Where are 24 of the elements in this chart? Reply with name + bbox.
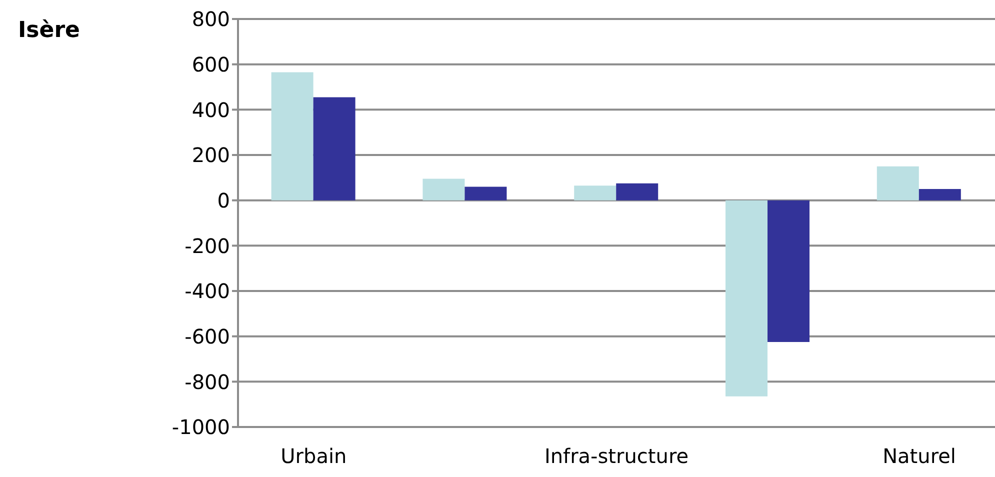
bar — [616, 183, 658, 200]
text: Isère — [18, 18, 80, 43]
x-tick-label: Urbain — [280, 444, 347, 468]
bar — [726, 200, 768, 396]
y-tick-label: 400 — [192, 98, 230, 122]
bar — [313, 97, 356, 200]
x-tick-label: Infra-structure — [544, 444, 689, 468]
bar — [574, 186, 616, 200]
bar — [768, 200, 810, 342]
bar — [918, 189, 961, 200]
y-tick-label: 800 — [192, 7, 230, 32]
bar — [271, 72, 314, 200]
bar — [422, 178, 465, 200]
y-tick-label: -400 — [184, 279, 230, 304]
bar — [876, 166, 919, 200]
y-tick-label: -200 — [184, 234, 230, 258]
y-tick-label: -1000 — [172, 415, 230, 440]
bar — [464, 186, 507, 200]
y-tick-label: 0 — [217, 188, 230, 212]
x-tick-label: Naturel — [882, 444, 956, 468]
y-tick-label: 200 — [192, 143, 230, 168]
y-tick-label: -600 — [184, 324, 230, 348]
y-tick-label: -800 — [184, 370, 230, 394]
y-tick-label: 600 — [192, 52, 230, 76]
